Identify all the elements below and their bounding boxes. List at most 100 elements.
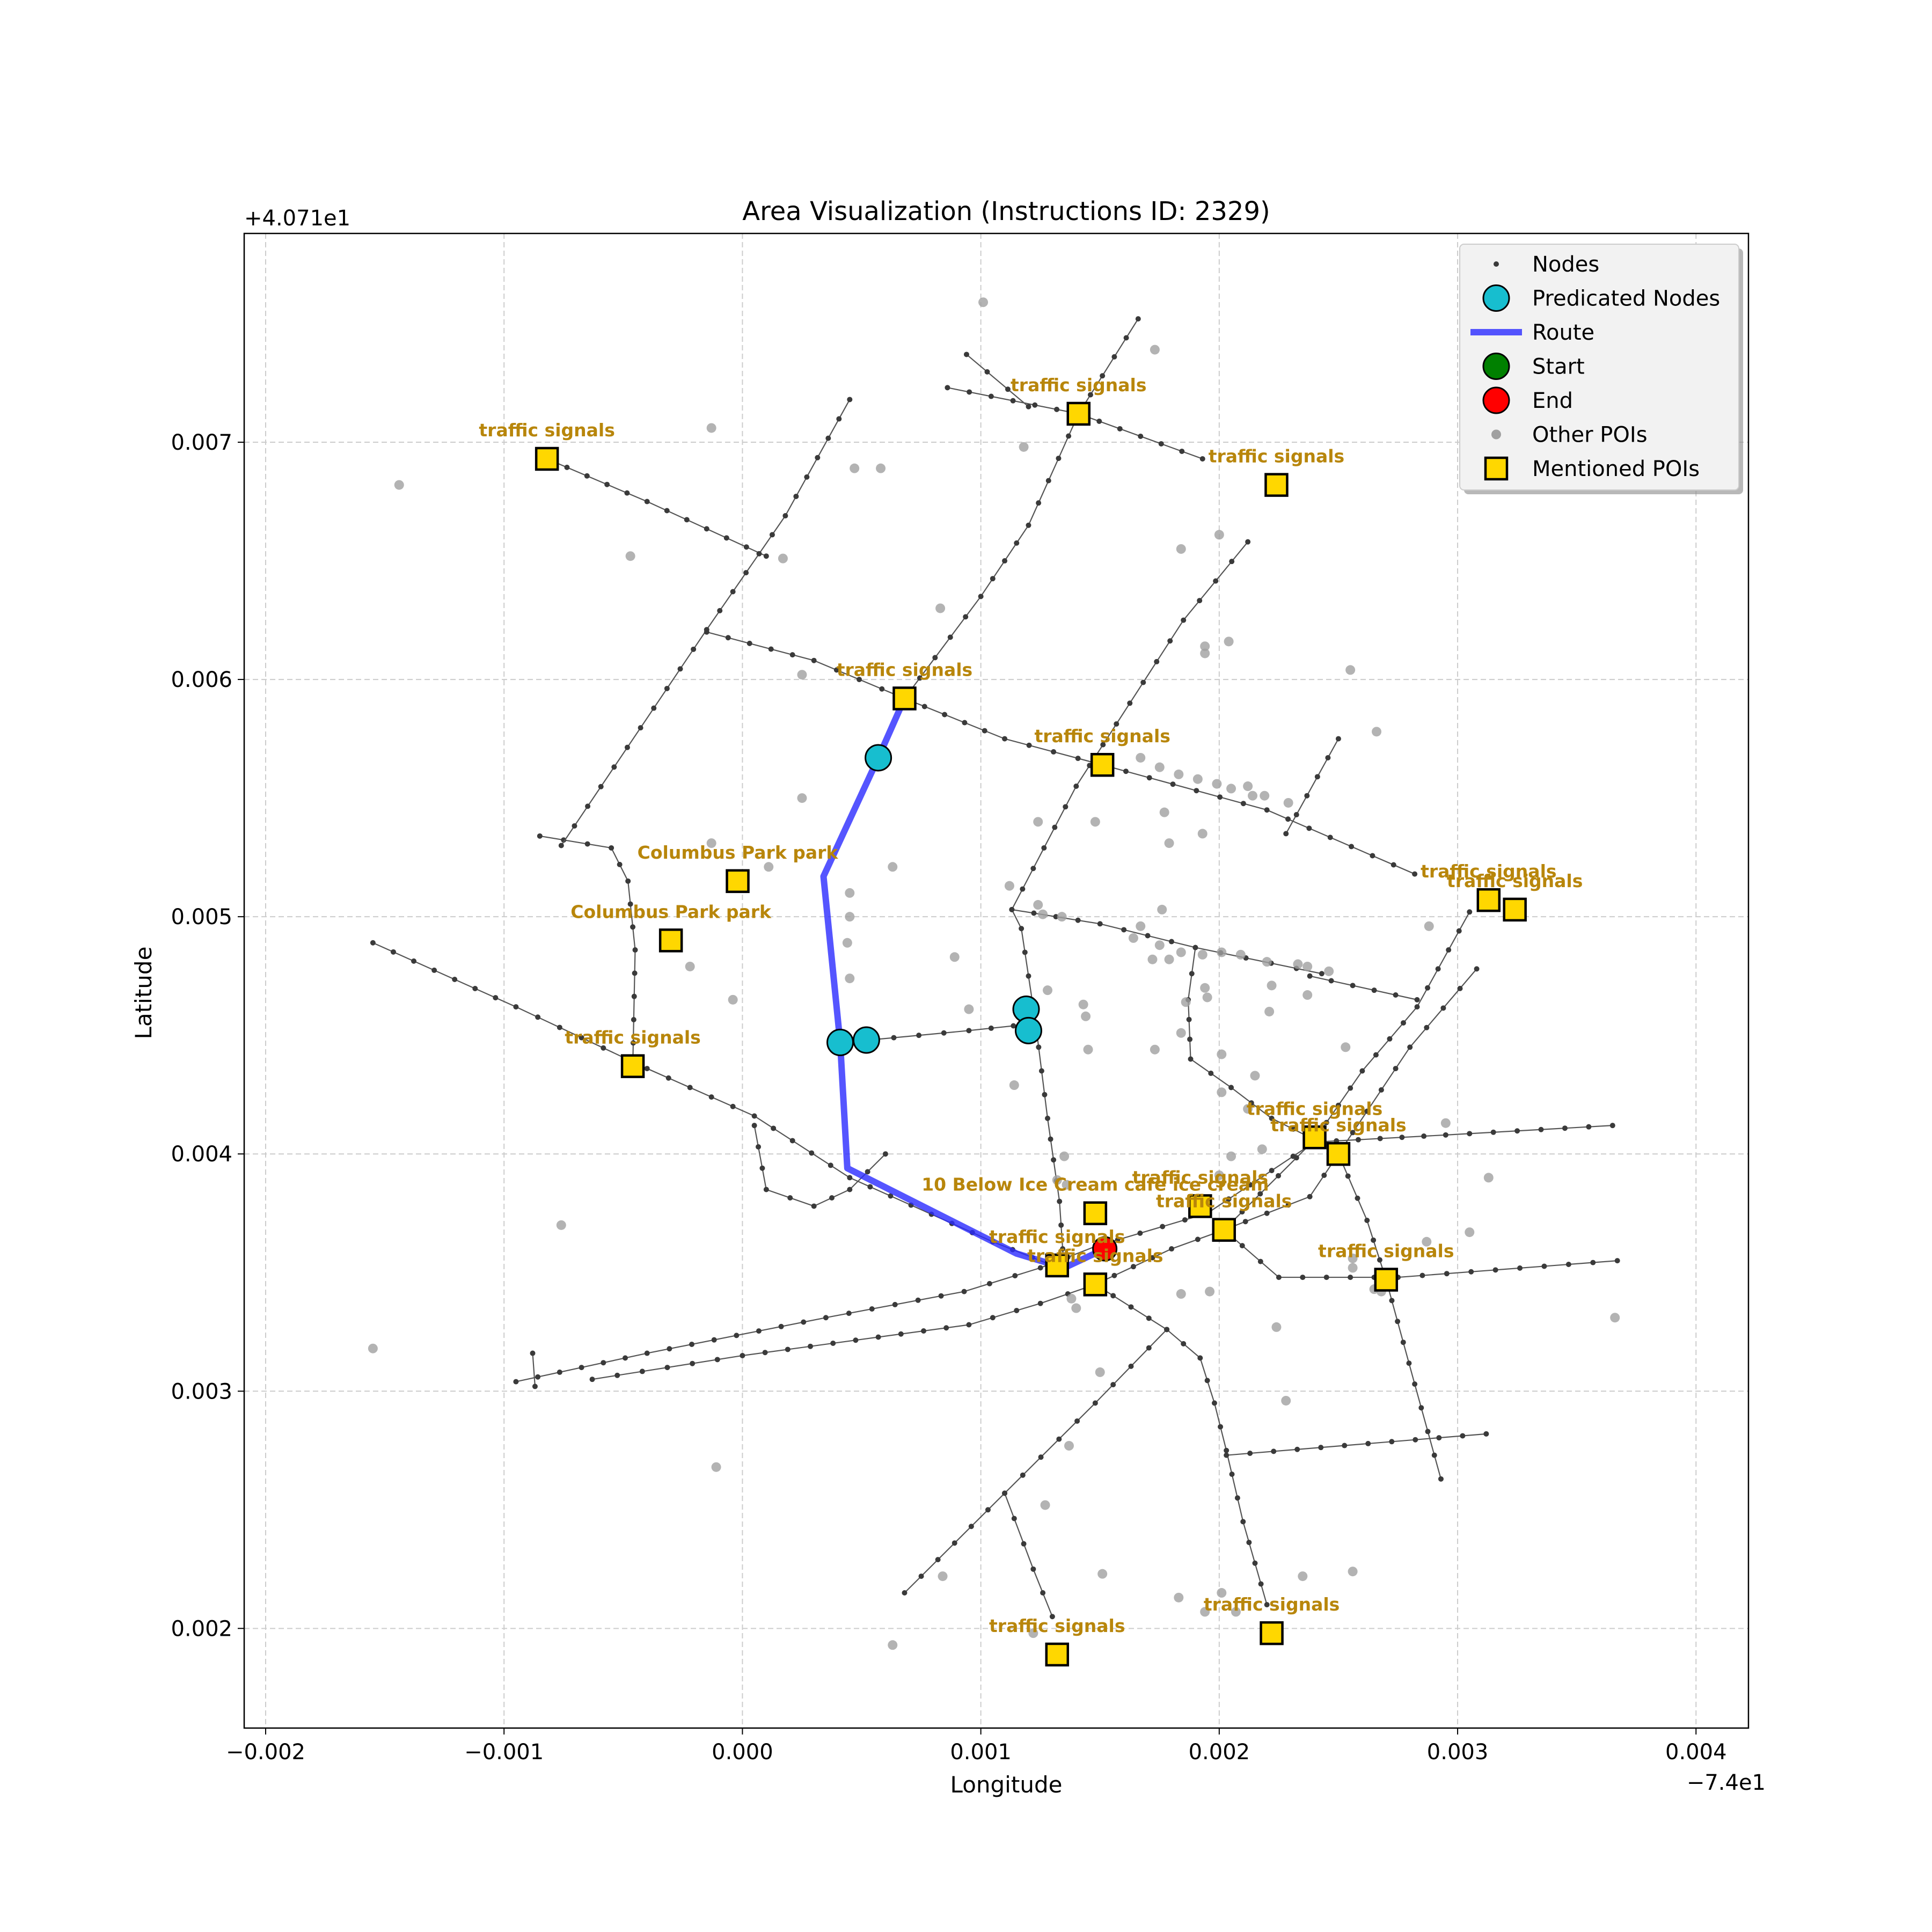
node-point <box>1154 658 1160 664</box>
node-point <box>1097 921 1103 927</box>
node-point <box>1407 1044 1413 1050</box>
node-point <box>882 1151 888 1157</box>
other-poi-point <box>1064 1440 1074 1451</box>
other-poi-point <box>1302 961 1313 971</box>
node-point <box>1045 1115 1051 1121</box>
mentioned-poi-marker <box>1476 888 1501 912</box>
node-point <box>1197 1355 1203 1361</box>
node-point <box>1049 1614 1055 1620</box>
node-point <box>1020 886 1026 892</box>
legend-label: Nodes <box>1532 252 1599 277</box>
node-point <box>1247 1451 1253 1457</box>
node-point <box>984 369 990 375</box>
node-point <box>725 635 731 641</box>
node-point <box>1373 1052 1379 1058</box>
node-point <box>921 704 927 709</box>
other-poi-point <box>1197 949 1208 960</box>
node-point <box>947 634 953 640</box>
node-point <box>917 675 923 681</box>
other-poi-point <box>1422 1236 1432 1247</box>
other-poi-point <box>1019 442 1029 452</box>
legend-label: Route <box>1532 320 1594 345</box>
node-point <box>472 986 478 992</box>
node-point <box>1026 522 1031 528</box>
node-point <box>978 594 984 599</box>
node-point <box>1565 1262 1571 1268</box>
node-point <box>1257 1258 1263 1264</box>
node-point <box>952 1540 957 1546</box>
node-point <box>828 1162 833 1168</box>
predicted-node <box>852 1026 880 1054</box>
node-point <box>664 508 670 514</box>
node-point <box>1031 910 1037 916</box>
node-point <box>1145 933 1151 939</box>
node-point <box>1276 1173 1282 1179</box>
node-point <box>1335 736 1341 742</box>
other-poi-point <box>1260 791 1270 801</box>
other-poi-point <box>1267 980 1277 991</box>
other-poi-point <box>1059 1151 1070 1161</box>
node-point <box>743 570 749 576</box>
node-point <box>1138 433 1144 439</box>
node-point <box>1290 1126 1296 1132</box>
node-point <box>1378 1087 1384 1093</box>
node-point <box>1590 1260 1596 1265</box>
node-point <box>664 1365 670 1371</box>
node-point <box>609 845 614 851</box>
node-point <box>1226 1196 1232 1202</box>
other-poi-point <box>1243 781 1253 792</box>
other-poi-point <box>368 1343 378 1353</box>
node-point <box>1002 558 1008 564</box>
node-point <box>651 705 657 711</box>
node-point <box>1111 1272 1117 1278</box>
node-point <box>962 720 968 726</box>
node-point <box>1037 1300 1043 1306</box>
node-point <box>1514 1128 1520 1134</box>
node-point <box>1419 1272 1425 1278</box>
node-point <box>513 1004 519 1010</box>
node-point <box>604 481 610 487</box>
other-poi-point <box>706 423 716 433</box>
node-point <box>1306 825 1312 831</box>
node-point <box>823 1315 829 1321</box>
node-point <box>1314 774 1320 780</box>
node-point <box>756 1144 762 1150</box>
node-point <box>1246 1540 1252 1546</box>
node-point <box>1328 978 1334 984</box>
node-point <box>1239 1243 1245 1249</box>
node-point <box>1041 845 1047 851</box>
node-point <box>1436 1435 1442 1441</box>
node-point <box>1406 1360 1412 1366</box>
chart-title: Area Visualization (Instructions ID: 232… <box>742 196 1270 226</box>
node-point <box>572 823 577 829</box>
node-point <box>690 1360 696 1366</box>
node-point <box>789 1138 795 1144</box>
node-point <box>1414 1004 1420 1010</box>
node-point <box>1137 1230 1143 1236</box>
other-poi-point <box>1071 1303 1081 1313</box>
node-point <box>793 493 799 499</box>
other-poi-point <box>1174 1592 1184 1602</box>
poi-label: 10 Below Ice Cream cafe ice cream <box>921 1174 1269 1195</box>
node-point <box>1349 844 1355 850</box>
node-point <box>1075 917 1081 923</box>
node-point <box>1117 426 1123 431</box>
other-poi-point <box>1197 829 1208 839</box>
node-point <box>857 677 862 683</box>
node-point <box>1181 617 1187 623</box>
node-point <box>1257 1191 1263 1197</box>
node-point <box>1293 1155 1299 1161</box>
node-point <box>1135 316 1141 322</box>
node-point <box>1100 742 1106 748</box>
other-poi-point <box>1164 954 1174 964</box>
other-poi-point <box>1483 1173 1494 1183</box>
node-point <box>601 1045 606 1051</box>
node-point <box>1517 1265 1523 1271</box>
node-point <box>1123 335 1129 341</box>
node-point <box>1321 1172 1327 1178</box>
node-point <box>1440 1005 1446 1011</box>
node-point <box>1371 987 1377 993</box>
y-tick-label: 0.005 <box>171 905 232 930</box>
mentioned-poi-marker <box>1090 752 1115 777</box>
node-point <box>1400 1020 1406 1026</box>
